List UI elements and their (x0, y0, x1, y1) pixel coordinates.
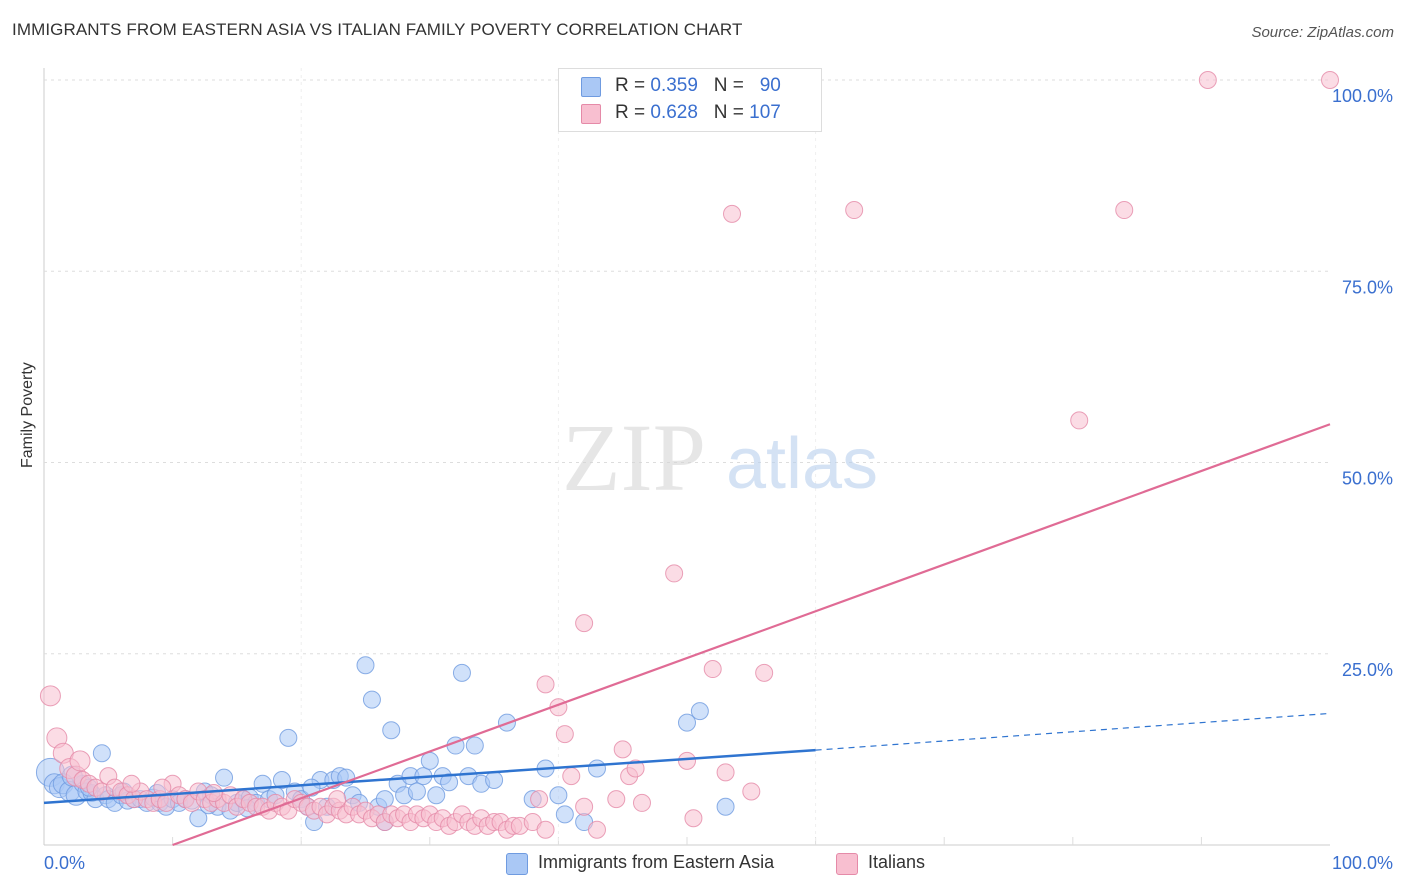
data-point (678, 713, 696, 732)
data-point (1070, 411, 1089, 430)
regression-extension-eastern-asia (815, 712, 1331, 751)
data-point (375, 790, 394, 809)
data-point (845, 201, 864, 220)
data-point (684, 809, 703, 828)
y-tick-label: 100.0% (1332, 86, 1393, 106)
y-tick-label: 50.0% (1342, 469, 1393, 489)
data-point (420, 751, 439, 770)
data-point (465, 736, 484, 755)
data-point (690, 702, 709, 721)
data-point (587, 820, 606, 839)
y-axis-label: Family Poverty (19, 362, 36, 468)
data-point (407, 782, 426, 801)
data-point (575, 614, 594, 633)
data-point (122, 774, 141, 793)
y-tick-label: 25.0% (1342, 660, 1393, 680)
data-point (549, 786, 568, 805)
data-point (452, 663, 471, 682)
n-value: 90 (759, 75, 781, 96)
r-label: R = (615, 75, 651, 96)
watermark-zip: ZIP (562, 404, 706, 511)
data-point (723, 204, 742, 223)
data-point (716, 797, 735, 816)
data-point (703, 660, 722, 679)
y-tick-label: 75.0% (1342, 277, 1393, 297)
regression-line-eastern-asia (43, 748, 816, 805)
n-label: N = (713, 102, 750, 123)
data-point (587, 759, 606, 778)
data-point (742, 782, 761, 801)
n-label: N = (713, 75, 750, 96)
data-point (678, 751, 696, 770)
data-point (607, 790, 626, 809)
data-point (204, 783, 223, 802)
data-point (536, 675, 555, 694)
data-point (555, 805, 574, 824)
data-point (1115, 201, 1134, 220)
data-point (575, 797, 594, 816)
legend-label-eastern-asia: Immigrants from Eastern Asia (538, 852, 775, 872)
data-point (1198, 71, 1217, 89)
data-point (69, 750, 91, 772)
source-credit: Source: ZipAtlas.com (1251, 24, 1394, 41)
legend-swatch-eastern-asia (506, 853, 528, 875)
x-tick-label: 100.0% (1332, 853, 1393, 873)
data-point (485, 770, 504, 789)
data-point (626, 759, 645, 778)
grid (43, 68, 1330, 846)
r-value: 0.359 (650, 75, 698, 96)
swatch-eastern-asia (581, 77, 601, 97)
data-point (562, 767, 581, 786)
points (35, 71, 1339, 839)
data-point (279, 728, 298, 747)
r-value: 0.628 (650, 102, 698, 123)
data-point (530, 790, 549, 809)
data-point (613, 740, 632, 759)
n-value: 107 (749, 102, 781, 123)
tick-labels: 25.0% 50.0% 75.0% 100.0% 0.0% 100.0% (44, 86, 1393, 873)
data-point (716, 763, 735, 782)
data-point (632, 793, 651, 812)
data-point (92, 744, 111, 763)
data-point (665, 564, 684, 583)
data-point (272, 770, 291, 789)
swatch-italians (581, 104, 601, 124)
data-point (153, 778, 172, 797)
data-point (356, 656, 375, 675)
data-point (427, 786, 446, 805)
data-point (215, 768, 234, 787)
data-point (440, 773, 459, 792)
chart-title: IMMIGRANTS FROM EASTERN ASIA VS ITALIAN … (12, 20, 743, 39)
x-tick-label: 0.0% (44, 853, 85, 873)
data-point (39, 685, 61, 707)
data-point (189, 809, 208, 828)
regression-lines (43, 423, 1331, 847)
data-point (362, 690, 381, 709)
data-point (328, 790, 347, 809)
legend-label-italians: Italians (868, 852, 926, 872)
data-point (555, 725, 574, 744)
stats-legend: R = 0.359 N = 90 R = 0.628 N = 107 (558, 68, 822, 132)
legend-swatch-italians (836, 853, 858, 875)
watermark-atlas: atlas (726, 424, 878, 504)
data-point (755, 663, 774, 682)
data-point (536, 820, 555, 839)
data-point (382, 721, 401, 740)
regression-line-italians (172, 423, 1331, 847)
r-label: R = (615, 102, 651, 123)
data-point (1321, 71, 1339, 89)
